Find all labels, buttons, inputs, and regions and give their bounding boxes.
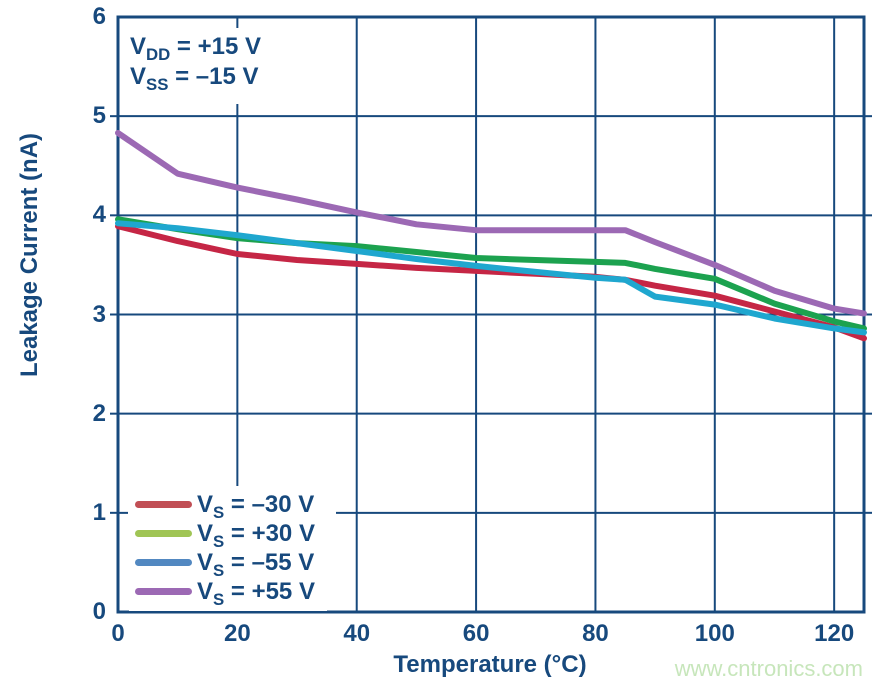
y-tick-label-5: 5 (92, 102, 106, 130)
y-tick-label-6: 6 (92, 3, 106, 30)
series-line-vs-plus-55 (115, 130, 867, 317)
legend-swatch-vs-minus-55 (135, 559, 192, 566)
legend-label-vs-minus-30: VS = –30 V (197, 490, 315, 522)
y-tick-label-1: 1 (92, 498, 106, 526)
x-tick-label-40: 40 (343, 620, 371, 647)
x-tick-label-120: 120 (814, 620, 855, 647)
legend-label-vs-minus-55: VS = –55 V (197, 548, 315, 580)
annotation-line-2: VSS = –15 V (130, 63, 259, 94)
y-tick-label-2: 2 (92, 399, 106, 427)
y-tick-label-4: 4 (92, 201, 106, 229)
series-line-vs-minus-55 (115, 220, 867, 336)
x-tick-label-20: 20 (224, 620, 251, 647)
legend-swatch-vs-plus-55 (135, 588, 192, 595)
legend-item-vs-minus-30: VS = –30 V (135, 490, 315, 522)
watermark: www.cntronics.com (674, 656, 863, 681)
y-tick-label-0: 0 (92, 598, 106, 625)
x-tick-label-0: 0 (111, 620, 125, 647)
x-axis-title: Temperature (°C) (393, 651, 587, 678)
x-tick-label-100: 100 (694, 620, 735, 647)
legend-item-vs-minus-55: VS = –55 V (135, 548, 315, 580)
legend-swatch-vs-minus-30 (135, 501, 192, 508)
x-tick-label-80: 80 (582, 620, 609, 647)
legend-item-vs-plus-30: VS = +30 V (135, 519, 315, 551)
x-tick-label-60: 60 (462, 620, 490, 647)
y-tick-label-3: 3 (92, 300, 106, 328)
legend-label-vs-plus-55: VS = +55 V (197, 577, 315, 609)
legend-swatch-vs-plus-30 (135, 530, 192, 537)
annotation-box: VDD = +15 V VSS = –15 V (125, 29, 272, 97)
legend-label-vs-plus-30: VS = +30 V (197, 519, 315, 551)
legend-item-vs-plus-55: VS = +55 V (135, 577, 315, 609)
legend: VS = –30 V VS = +30 V VS = –55 V VS = +55 V (129, 487, 327, 611)
annotation-line-1: VDD = +15 V (130, 33, 262, 64)
y-axis-title: Leakage Current (nA) (16, 132, 43, 378)
